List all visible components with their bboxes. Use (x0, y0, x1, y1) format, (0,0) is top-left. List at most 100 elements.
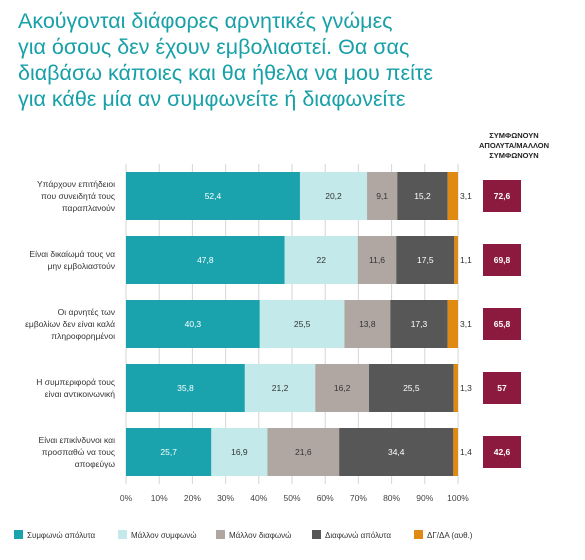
data-label: 17,3 (411, 319, 428, 329)
data-label: 9,1 (376, 191, 388, 201)
bar-segment (390, 300, 448, 348)
data-label: 17,5 (417, 255, 434, 265)
bar-segment (453, 428, 458, 476)
bar-segment (357, 236, 397, 284)
summary-box (483, 436, 521, 468)
x-tick-label: 90% (416, 493, 433, 503)
bar-segment (453, 364, 458, 412)
bar-segment (344, 300, 391, 348)
data-label: 25,5 (403, 383, 420, 393)
category-label: Οι αρνητές των (58, 307, 115, 317)
data-label: 35,8 (177, 383, 194, 393)
bar-segment (244, 364, 316, 412)
x-tick-label: 30% (217, 493, 234, 503)
data-label: 47,8 (197, 255, 214, 265)
bar-segment (267, 428, 340, 476)
legend-label: Συμφωνώ απόλυτα (27, 531, 96, 540)
bar-segment (396, 236, 455, 284)
data-label: 1,4 (460, 447, 472, 457)
data-label: 25,7 (160, 447, 177, 457)
legend-swatch (14, 530, 23, 539)
bar-segment (447, 172, 458, 220)
data-label: 3,1 (460, 191, 472, 201)
category-label: Η συμπεριφορά τους (36, 377, 115, 387)
data-label: 34,4 (388, 447, 405, 457)
data-label: 52,4 (205, 191, 222, 201)
summary-header: ΣΥΜΦΩΝΟΥΝ (489, 151, 538, 160)
bar-segment (259, 300, 345, 348)
legend-swatch (118, 530, 127, 539)
bar-segment (447, 300, 458, 348)
summary-box (483, 244, 521, 276)
data-label: 11,6 (369, 255, 385, 265)
bar-segment (126, 172, 300, 220)
legend-swatch (312, 530, 321, 539)
category-label: εμβολίων δεν είναι καλά (25, 319, 115, 329)
data-label: 15,2 (414, 191, 431, 201)
summary-box (483, 372, 521, 404)
bar-segment (315, 364, 370, 412)
legend-swatch (414, 530, 423, 539)
x-tick-label: 20% (184, 493, 201, 503)
bar-segment (126, 364, 245, 412)
x-tick-label: 50% (283, 493, 300, 503)
category-label: προσπαθώ να τους (42, 447, 115, 457)
bar-segment (126, 236, 285, 284)
summary-box (483, 308, 521, 340)
data-label: 1,1 (460, 255, 472, 265)
data-label: 25,5 (294, 319, 311, 329)
category-label: μην εμβολιαστούν (47, 261, 115, 271)
bar-segment (397, 172, 448, 220)
legend-label: ΔΓ/ΔΑ (αυθ.) (427, 531, 473, 540)
bar-segment (299, 172, 368, 220)
legend-label: Μάλλον συμφωνώ (131, 531, 196, 540)
x-tick-label: 80% (383, 493, 400, 503)
data-label: 16,2 (334, 383, 351, 393)
summary-box (483, 180, 521, 212)
summary-value: 69,8 (494, 255, 511, 265)
category-label: πληροφορημένοι (51, 331, 115, 341)
x-tick-label: 100% (447, 493, 469, 503)
data-label: 13,8 (359, 319, 376, 329)
summary-value: 57 (497, 383, 507, 393)
category-label: που συνειδητά τους (41, 191, 115, 201)
x-tick-label: 70% (350, 493, 367, 503)
category-label: αποφεύγω (75, 459, 116, 469)
category-label: παραπλανούν (62, 203, 115, 213)
bar-segment (454, 236, 458, 284)
bar-segment (126, 300, 260, 348)
summary-header: ΣΥΜΦΩΝΟΥΝ (489, 131, 538, 140)
bar-segment (367, 172, 398, 220)
x-tick-label: 40% (250, 493, 267, 503)
bar-segment (284, 236, 358, 284)
summary-header: ΑΠΟΛΥΤΑ/ΜΑΛΛΟΝ (479, 141, 549, 150)
data-label: 1,3 (460, 383, 472, 393)
data-label: 21,6 (295, 447, 312, 457)
bar-segment (369, 364, 454, 412)
legend-label: Διαφωνώ απόλυτα (325, 531, 391, 540)
legend-label: Μάλλον διαφωνώ (229, 531, 291, 540)
x-tick-label: 10% (151, 493, 168, 503)
title-line: για όσους δεν έχουν εμβολιαστεί. Θα σας (18, 35, 410, 59)
legend-swatch (216, 530, 225, 539)
chart-title: Ακούγονται διάφορες αρνητικές γνώμες για… (18, 8, 448, 112)
title-line: Ακούγονται διάφορες αρνητικές γνώμες (18, 9, 393, 33)
title-line: διαβάσω κάποιες και θα ήθελα να μου πείτ… (18, 61, 433, 85)
summary-value: 72,6 (494, 191, 511, 201)
data-label: 3,1 (460, 319, 472, 329)
x-tick-label: 60% (317, 493, 334, 503)
data-label: 20,2 (325, 191, 342, 201)
bar-segment (339, 428, 454, 476)
data-label: 40,3 (185, 319, 202, 329)
category-label: Υπάρχουν επιτήδειοι (37, 179, 115, 189)
data-label: 21,2 (272, 383, 289, 393)
data-label: 22 (316, 255, 326, 265)
category-label: Είναι δικαίωμά τους να (29, 249, 115, 259)
summary-value: 65,8 (494, 319, 511, 329)
title-line: για κάθε μία αν συμφωνείτε ή διαφωνείτε (18, 87, 406, 111)
category-label: Είναι επικίνδυνοι και (39, 435, 116, 445)
summary-value: 42,6 (494, 447, 511, 457)
category-label: είναι αντικοινωνική (45, 389, 116, 399)
bar-segment (211, 428, 268, 476)
